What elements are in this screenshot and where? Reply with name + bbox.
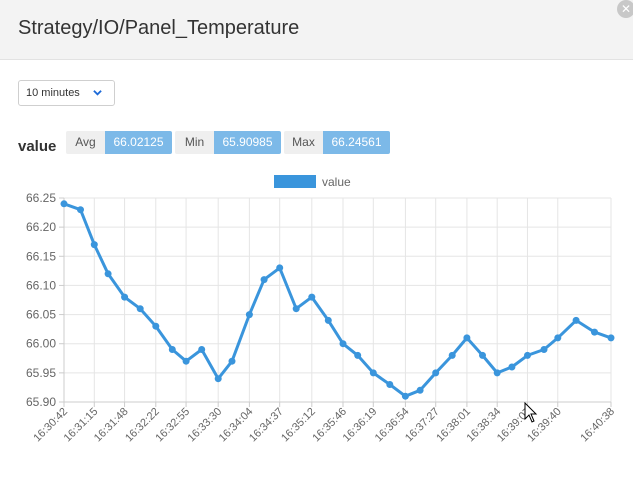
data-point: [448, 351, 456, 359]
data-point: [369, 369, 377, 377]
data-point: [198, 346, 206, 353]
time-range-value: 10 minutes: [26, 87, 80, 99]
data-point: [572, 316, 580, 324]
y-tick-label: 66.10: [26, 278, 56, 292]
data-point: [339, 340, 347, 348]
min-value: 65.90985: [214, 131, 281, 154]
data-point: [90, 241, 98, 249]
data-point: [245, 311, 253, 319]
legend-swatch: [274, 175, 316, 188]
data-point: [324, 316, 332, 324]
data-point: [524, 351, 531, 359]
data-point: [493, 369, 501, 377]
data-point: [554, 334, 562, 342]
avg-label: Avg: [66, 131, 105, 154]
window-title: Strategy/IO/Panel_Temperature: [18, 17, 300, 39]
y-tick-label: 65.90: [26, 395, 56, 409]
data-point: [540, 346, 548, 353]
data-point: [432, 369, 440, 377]
min-label: Min: [175, 131, 214, 154]
line-chart: value 66.25 66.20 66.15 66.10 66.05 66.00 65.95…: [26, 175, 617, 445]
legend-label: value: [322, 175, 351, 189]
data-point: [276, 264, 284, 272]
data-point: [607, 334, 615, 342]
data-point: [260, 276, 268, 284]
data-point: [77, 206, 84, 214]
time-range-select[interactable]: 10 minutes: [18, 80, 115, 106]
data-point: [214, 375, 222, 383]
y-tick-label: 66.00: [26, 337, 56, 351]
data-point: [228, 357, 236, 365]
data-point: [104, 270, 112, 278]
max-value: 66.24561: [323, 131, 390, 154]
series-name-label: value: [18, 138, 57, 155]
close-icon[interactable]: ✕: [617, 0, 633, 18]
series-line-value: [63, 202, 612, 398]
y-tick-label: 65.95: [26, 366, 56, 380]
data-point: [354, 351, 362, 359]
data-point: [401, 392, 409, 400]
data-point: [463, 334, 471, 342]
data-point: [60, 200, 68, 208]
data-point: [152, 322, 160, 330]
data-point: [121, 293, 129, 301]
data-point: [591, 328, 598, 336]
chart-legend: value: [274, 175, 351, 189]
data-point: [416, 386, 424, 394]
chevron-down-icon: [93, 90, 102, 96]
data-point: [168, 346, 176, 353]
y-tick-label: 66.15: [26, 249, 56, 263]
data-point: [136, 305, 144, 313]
data-point: [508, 363, 516, 371]
data-point: [308, 293, 316, 301]
max-label: Max: [284, 131, 323, 154]
data-point: [386, 381, 394, 388]
data-point: [182, 357, 190, 365]
window-header: Strategy/IO/Panel_Temperature: [0, 0, 633, 60]
data-point: [292, 305, 300, 313]
data-point: [479, 351, 486, 359]
x-tick-label: 16:40:38: [578, 406, 617, 445]
mouse-cursor-icon: [524, 402, 538, 423]
y-tick-label: 66.25: [26, 191, 56, 205]
y-tick-label: 66.05: [26, 308, 56, 322]
y-tick-label: 66.20: [26, 220, 56, 234]
avg-value: 66.02125: [105, 131, 172, 154]
